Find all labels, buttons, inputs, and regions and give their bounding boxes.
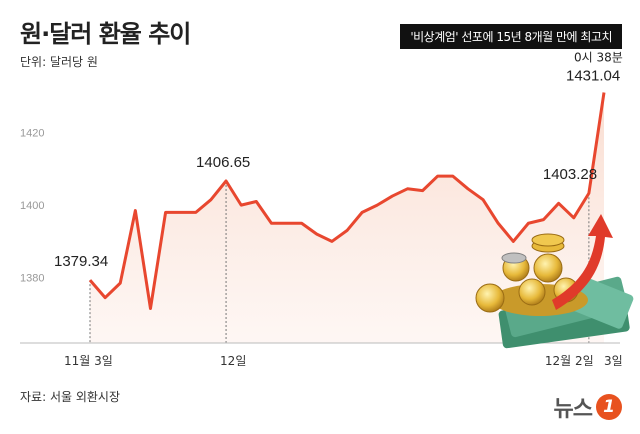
logo-text: 뉴스 <box>553 397 593 422</box>
data-label: 1403.28 <box>543 166 597 183</box>
source-note: 자료: 서울 외환시장 <box>20 390 120 404</box>
x-tick-label: 11월 3일 <box>64 354 113 368</box>
series-line <box>88 92 606 311</box>
headline-banner: '비상계엄' 선포에 15년 8개월 만에 최고치 <box>400 24 622 49</box>
x-tick-label: 12월 2일 <box>545 354 594 368</box>
data-label: 1431.04 <box>566 68 620 85</box>
y-tick-label: 1420 <box>20 128 44 140</box>
data-label: 1379.34 <box>54 253 108 270</box>
logo-badge: 1 <box>596 394 622 420</box>
data-label: 1406.65 <box>196 154 250 171</box>
coin <box>518 278 546 306</box>
series-line-path <box>88 92 606 311</box>
area-fill <box>90 92 604 343</box>
x-tick-labels: 11월 3일 12일 12월 2일 3일 <box>64 354 623 368</box>
y-axis: 1380 1400 1420 <box>20 128 44 285</box>
coin <box>475 283 505 313</box>
coin <box>533 253 563 283</box>
area-layer <box>90 92 604 343</box>
x-tick-label: 3일 <box>604 354 623 368</box>
money-illustration <box>475 233 634 349</box>
cash-stack <box>568 276 634 329</box>
y-tick-label: 1380 <box>20 273 44 285</box>
coin <box>501 252 527 264</box>
data-labels: 1379.34 1406.65 1403.28 1431.04 0시 38분 <box>54 51 623 271</box>
up-arrow-icon <box>552 214 613 310</box>
chart-title: 원·달러 환율 추이 <box>20 20 191 48</box>
x-tick-label: 12일 <box>220 354 246 368</box>
coin <box>531 233 565 247</box>
unit-label: 단위: 달러당 원 <box>20 55 98 69</box>
time-note: 0시 38분 <box>574 51 623 65</box>
y-tick-label: 1400 <box>20 200 44 212</box>
news1-logo: 뉴스 1 <box>554 392 622 422</box>
